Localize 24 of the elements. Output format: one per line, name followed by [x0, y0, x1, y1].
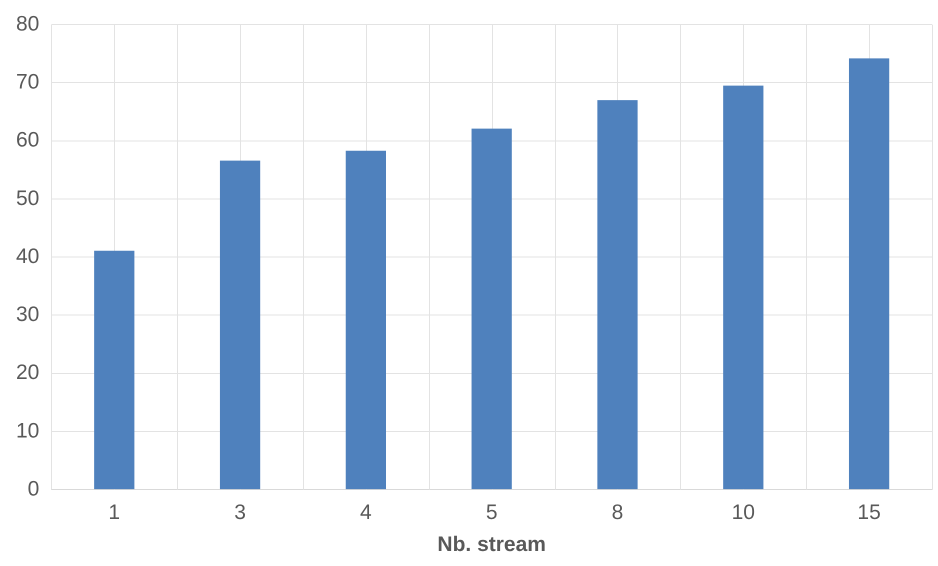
bar [220, 160, 260, 490]
bar [94, 250, 134, 490]
x-axis-title: Nb. stream [437, 533, 546, 556]
y-tick-label: 40 [16, 244, 40, 268]
y-tick-label: 20 [16, 361, 40, 384]
x-tick-label: 4 [360, 500, 372, 524]
y-tick-label: 10 [16, 419, 40, 442]
y-tick-label: 80 [16, 12, 40, 36]
bar [472, 128, 512, 490]
y-tick-label: 0 [28, 477, 40, 500]
x-tick-label: 3 [234, 500, 246, 524]
x-tick-label: 10 [732, 500, 755, 524]
bar [597, 100, 638, 490]
x-tick-label: 1 [108, 500, 120, 524]
bar [848, 58, 890, 490]
y-tick-label: 70 [16, 70, 40, 94]
x-tick-label: 8 [612, 500, 624, 524]
x-tick-label: 15 [857, 500, 881, 524]
y-tick-label: 30 [16, 303, 40, 326]
bar [346, 150, 386, 490]
bar [723, 86, 764, 490]
y-tick-label: 50 [16, 186, 40, 210]
x-tick-label: 5 [486, 500, 498, 524]
y-tick-label: 60 [16, 128, 40, 152]
